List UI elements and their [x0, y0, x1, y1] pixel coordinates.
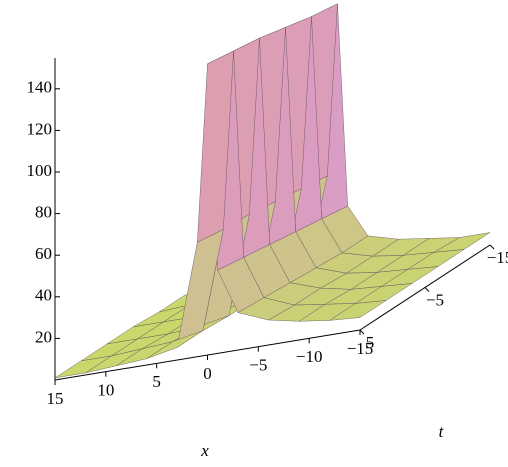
- z-tick-label: 20: [35, 327, 52, 346]
- x-tick-label: −5: [249, 356, 267, 375]
- t-tick-label: −15: [487, 248, 508, 267]
- x-tick-label: 0: [203, 364, 212, 383]
- z-tick-label: 80: [35, 203, 52, 222]
- x-tick-label: −10: [296, 347, 323, 366]
- z-tick-label: 40: [35, 286, 52, 305]
- t-tick-label: 5: [366, 333, 375, 352]
- x-tick-label: 10: [97, 381, 114, 400]
- t-axis-label: t: [439, 422, 445, 441]
- t-tick: [489, 244, 495, 250]
- z-tick-label: 140: [27, 78, 53, 97]
- t-tick: [424, 287, 430, 292]
- z-tick-label: 100: [27, 161, 53, 180]
- x-tick-label: 5: [152, 372, 161, 391]
- x-tick-label: 15: [47, 389, 64, 408]
- z-tick-label: 60: [35, 244, 52, 263]
- t-tick-label: −5: [426, 290, 444, 309]
- x-tick-label: −15: [347, 339, 374, 358]
- x-axis-label: x: [200, 441, 209, 460]
- z-tick-label: 120: [27, 119, 53, 138]
- surface-patch: [54, 355, 112, 379]
- t-tick: [359, 329, 365, 335]
